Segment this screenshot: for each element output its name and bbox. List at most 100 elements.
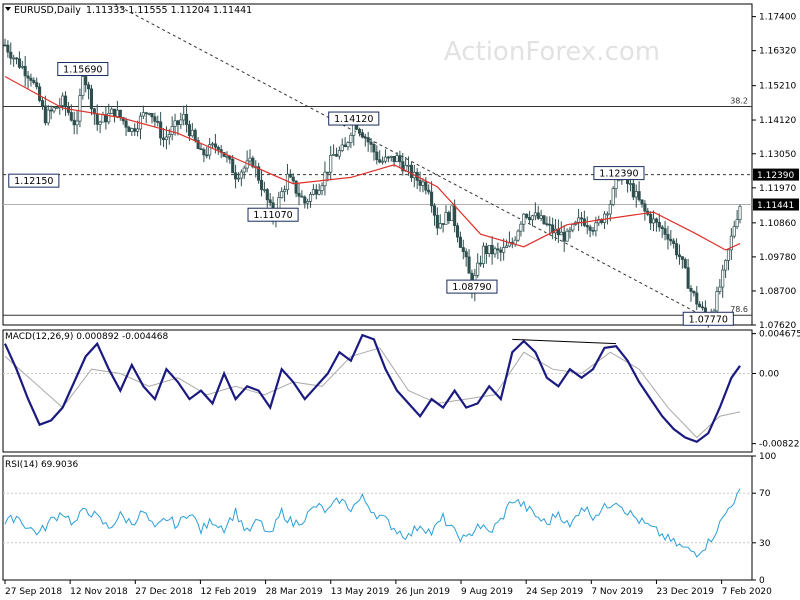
candle-body bbox=[608, 204, 612, 215]
candle-body bbox=[262, 189, 266, 191]
candle-body bbox=[369, 141, 373, 145]
y-tick-label: 1.09780 bbox=[759, 253, 796, 263]
candle-body bbox=[591, 230, 595, 232]
y-tick-label: 70 bbox=[759, 489, 771, 499]
x-tick-label: 27 Sep 2018 bbox=[5, 587, 62, 597]
candle-body bbox=[9, 51, 13, 59]
candle-body bbox=[259, 179, 264, 190]
candle-body bbox=[320, 185, 324, 191]
y-tick-label: 0.00 bbox=[759, 370, 779, 380]
y-tick-label: 30 bbox=[759, 539, 771, 549]
y-tick-label: 1.07620 bbox=[759, 321, 796, 331]
candle-body bbox=[715, 291, 719, 312]
candle-body bbox=[81, 76, 85, 96]
candle-body bbox=[314, 189, 318, 195]
candle-body bbox=[210, 143, 215, 146]
candle-body bbox=[686, 267, 690, 289]
candle-body bbox=[496, 248, 500, 251]
candle-body bbox=[476, 262, 480, 276]
candle-body bbox=[337, 150, 341, 157]
candle-body bbox=[375, 151, 379, 161]
moving-average-line bbox=[4, 75, 741, 251]
candle-body bbox=[692, 290, 696, 294]
candle-body bbox=[542, 215, 546, 225]
y-tick-label: 0 bbox=[759, 576, 765, 586]
candle-body bbox=[346, 142, 350, 148]
x-tick-label: 7 Nov 2019 bbox=[591, 587, 643, 597]
candle-body bbox=[372, 144, 376, 153]
level-tag-bg bbox=[753, 168, 799, 181]
candle-body bbox=[55, 107, 59, 109]
rsi-line bbox=[4, 488, 741, 558]
y-tick-label: 1.17400 bbox=[759, 13, 796, 23]
candle-body bbox=[634, 191, 638, 198]
candle-body bbox=[568, 229, 572, 232]
candle-body bbox=[173, 120, 177, 127]
panel-frame-2 bbox=[2, 455, 753, 581]
candle-body bbox=[349, 134, 353, 143]
header: EURUSD,Daily 1.11333 1.11555 1.11204 1.1… bbox=[5, 5, 252, 16]
candle-body bbox=[381, 160, 385, 163]
candle-body bbox=[493, 248, 497, 255]
candle-body bbox=[294, 180, 298, 194]
macd-title: MACD(12,26,9) 0.000892 -0.004468 bbox=[5, 332, 168, 342]
candle-body bbox=[190, 129, 194, 137]
candle-body bbox=[213, 143, 217, 148]
candle-body bbox=[502, 247, 506, 253]
price-annotation-label: 1.08790 bbox=[452, 282, 491, 293]
candle-body bbox=[257, 166, 261, 181]
price-annotation-label: 1.14120 bbox=[334, 114, 373, 125]
candle-body bbox=[545, 223, 549, 226]
price-annotation-label: 1.11070 bbox=[253, 210, 292, 221]
candle-body bbox=[17, 58, 21, 68]
candle-body bbox=[133, 128, 137, 132]
candle-body bbox=[297, 192, 301, 197]
candle-body bbox=[3, 44, 7, 47]
x-tick-label: 12 Nov 2018 bbox=[70, 587, 128, 597]
price-annotation-box bbox=[593, 166, 645, 181]
candle-body bbox=[640, 199, 644, 205]
price-annotation-label: 1.07770 bbox=[689, 314, 728, 325]
candle-body bbox=[539, 215, 543, 219]
candle-body bbox=[487, 244, 491, 254]
candle-body bbox=[187, 124, 192, 137]
current-price-tag: 1.11441 bbox=[757, 201, 794, 211]
candle-body bbox=[726, 249, 731, 261]
x-tick-label: 7 Feb 2020 bbox=[722, 587, 773, 597]
candle-body bbox=[84, 76, 88, 86]
candle-body bbox=[136, 128, 140, 132]
candle-body bbox=[43, 105, 47, 124]
candle-body bbox=[441, 223, 445, 225]
candle-body bbox=[153, 116, 157, 122]
candle-body bbox=[467, 256, 471, 274]
candle-body bbox=[424, 181, 428, 191]
candle-body bbox=[698, 303, 702, 308]
candle-body bbox=[447, 212, 451, 222]
candle-body bbox=[432, 205, 437, 216]
price-panel: 38.2 78.6 1.15690 1.12150 1.11070 1.14120 1.08… bbox=[3, 3, 752, 328]
candle-body bbox=[118, 109, 122, 118]
trendline bbox=[114, 3, 712, 321]
candle-body bbox=[35, 82, 39, 88]
y-tick-label: 1.08700 bbox=[759, 287, 796, 297]
divergence-line bbox=[512, 338, 617, 345]
candle-body bbox=[571, 224, 575, 231]
candle-body bbox=[208, 144, 212, 156]
x-tick-label: 24 Sep 2019 bbox=[526, 587, 583, 597]
candle-body bbox=[63, 95, 68, 108]
candle-body bbox=[672, 240, 676, 245]
candle-body bbox=[127, 126, 131, 132]
candle-body bbox=[528, 217, 532, 221]
candle-body bbox=[185, 114, 189, 125]
candle-body bbox=[729, 235, 733, 251]
fib-label: 78.6 bbox=[730, 305, 748, 314]
candle-body bbox=[112, 108, 117, 117]
candle-body bbox=[72, 119, 76, 126]
candle-body bbox=[533, 212, 537, 217]
candle-body bbox=[150, 112, 154, 118]
price-annotation-label: 1.12390 bbox=[599, 169, 638, 180]
candle-body bbox=[265, 189, 269, 201]
candle-body bbox=[334, 154, 339, 157]
collapse-triangle-icon[interactable] bbox=[5, 7, 11, 11]
candle-body bbox=[398, 155, 402, 163]
